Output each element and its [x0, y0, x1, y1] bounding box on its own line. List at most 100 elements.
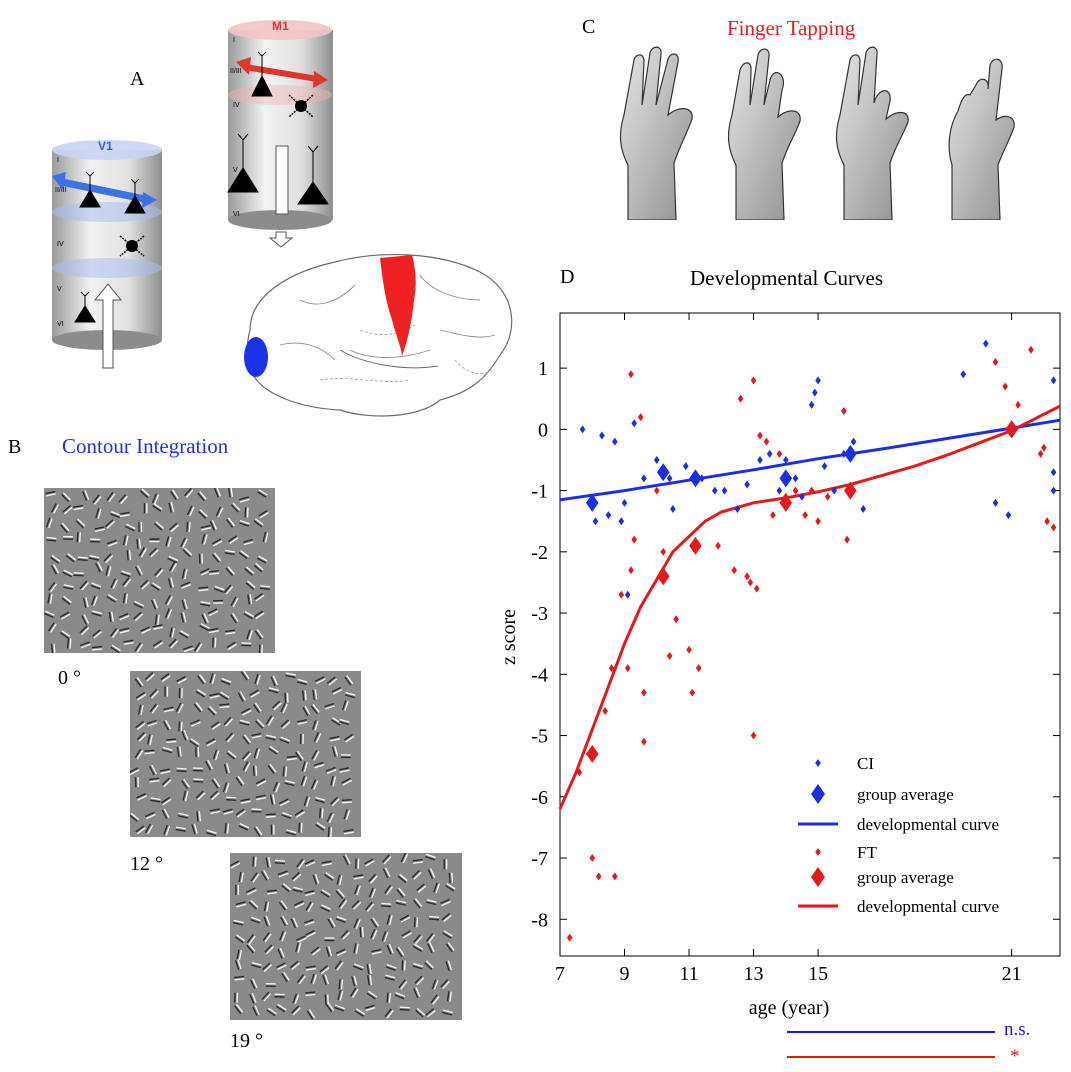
y-tick-label: 0 — [538, 419, 548, 441]
developmental-curve-ci — [559, 418, 1061, 502]
data-point-ci — [960, 370, 967, 379]
v1-layer-i: I — [57, 157, 59, 164]
data-point-ft — [589, 854, 596, 863]
data-point-ci — [799, 492, 805, 501]
m1-layer-iv: IV — [233, 102, 240, 109]
legend-marker-point — [815, 848, 821, 856]
legend: CI group average developmental curve FT grou… — [798, 754, 999, 916]
data-point-ft — [802, 511, 808, 520]
data-point-ci — [618, 517, 625, 526]
x-tick-label: 13 — [744, 963, 764, 985]
brain-outline-image — [244, 253, 513, 417]
data-point-ft — [1002, 382, 1008, 391]
angle-label-0: 0 ° — [58, 667, 81, 689]
data-point-ci — [624, 590, 631, 599]
data-point-ft — [731, 566, 737, 575]
legend-label: group average — [857, 868, 954, 887]
data-point-ft — [763, 437, 770, 446]
v1-layer-vi: VI — [57, 321, 64, 328]
data-point-ci — [579, 425, 586, 434]
contour-integration-title: Contour Integration — [62, 434, 229, 458]
data-point-ft — [695, 664, 702, 673]
data-point-ft — [824, 492, 831, 501]
data-point-ft — [747, 578, 754, 587]
data-point-ci — [808, 400, 815, 409]
x-tick-labels: 7 9 11 13 15 21 — [555, 963, 1022, 985]
data-point-ci — [1050, 486, 1057, 495]
data-point-ci — [683, 462, 689, 471]
x-tick-label: 11 — [679, 963, 698, 985]
data-point-ft — [844, 535, 850, 544]
data-point-ft — [631, 535, 637, 544]
panel-c-letter: C — [582, 16, 596, 38]
data-point-ci — [983, 339, 989, 348]
legend-marker-diamond — [811, 867, 825, 887]
data-point-ft — [1050, 523, 1057, 532]
data-point-ci — [621, 498, 628, 507]
data-point-ft — [660, 547, 667, 556]
data-point-ft — [792, 486, 799, 495]
data-point-ci — [850, 437, 857, 446]
data-point-ft — [992, 357, 999, 366]
legend-label: developmental curve — [857, 897, 999, 916]
data-point-ft — [612, 872, 618, 881]
group-average-ci — [585, 493, 599, 512]
data-point-ft — [602, 707, 608, 716]
data-point-ft — [1041, 443, 1047, 452]
group-average-ft — [656, 567, 670, 586]
data-point-ft — [628, 370, 634, 379]
data-point-ci — [612, 437, 618, 446]
data-point-ft — [750, 376, 757, 385]
x-tick-label: 15 — [808, 963, 828, 985]
data-point-ft — [689, 688, 696, 697]
data-points — [566, 339, 1057, 942]
data-point-ft — [715, 541, 721, 550]
m1-layer-ii-iii: II/III — [230, 68, 242, 75]
v1-column-diagram: V1 I II/III IV V VI — [52, 139, 162, 369]
axis-ticks — [559, 313, 1060, 956]
data-point-ft — [757, 431, 763, 440]
data-point-ft — [628, 566, 634, 575]
data-point-ft — [1044, 517, 1050, 526]
significance-bar-ci — [787, 1031, 995, 1033]
data-point-ft — [566, 933, 573, 942]
y-tick-label: -4 — [531, 664, 548, 686]
group-average-ft — [844, 481, 857, 500]
data-point-ft — [770, 511, 776, 520]
legend-marker-point — [815, 759, 821, 767]
m1-layer-i: I — [233, 37, 235, 44]
y-tick-label: -6 — [531, 787, 548, 809]
data-point-ci — [734, 504, 741, 513]
legend-label: group average — [857, 785, 954, 804]
y-tick-label: 1 — [538, 358, 548, 380]
data-point-ft — [641, 688, 647, 697]
v1-layer-iv: IV — [57, 241, 64, 248]
group-averages — [585, 420, 1018, 763]
data-point-ft — [686, 645, 692, 654]
legend-label: FT — [857, 843, 877, 862]
data-point-ft — [637, 413, 644, 422]
data-point-ft — [1028, 345, 1034, 354]
x-tick-label: 7 — [555, 963, 565, 985]
data-point-ci — [592, 517, 599, 526]
data-point-ft — [666, 651, 673, 660]
group-average-ci — [844, 444, 857, 463]
data-point-ft — [624, 664, 631, 673]
data-point-ft — [595, 872, 602, 881]
data-point-ft — [808, 486, 815, 495]
finger-tapping-hands-image — [619, 46, 1015, 220]
data-point-ft — [776, 449, 783, 458]
data-point-ci — [699, 474, 705, 483]
group-average-ft — [1005, 420, 1018, 439]
data-point-ci — [860, 504, 867, 513]
legend-label: CI — [857, 754, 874, 773]
data-point-ft — [1015, 400, 1021, 409]
v1-label: V1 — [98, 139, 113, 153]
data-point-ci — [653, 455, 660, 464]
data-point-ci — [744, 480, 750, 489]
m1-layer-vi: VI — [233, 211, 240, 218]
group-average-ci — [779, 469, 793, 488]
m1-column-diagram: M1 I II/III IV V VI — [227, 19, 333, 248]
significance-bar-ft — [787, 1056, 995, 1058]
data-point-ft — [618, 590, 625, 599]
